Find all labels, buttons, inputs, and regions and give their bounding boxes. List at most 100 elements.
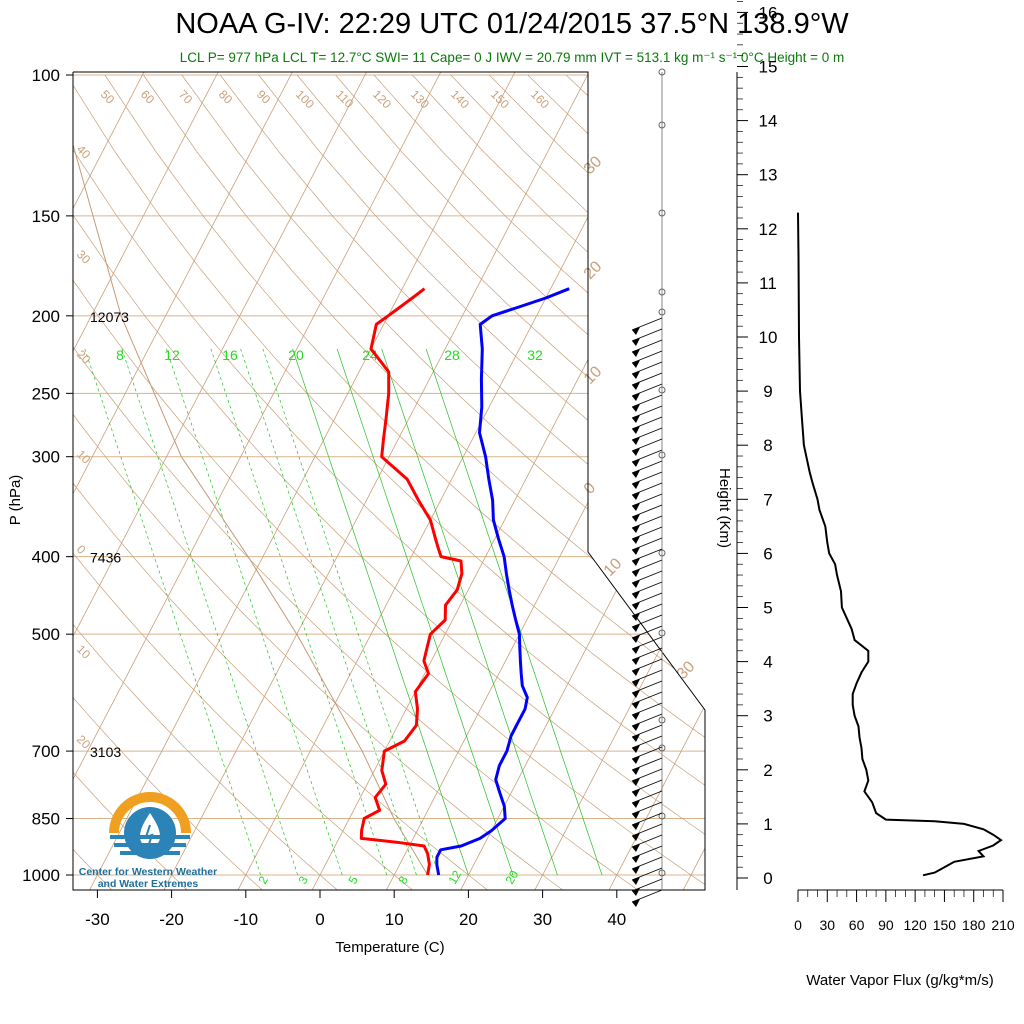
wind-barb-flag xyxy=(632,503,640,511)
flux-y-tick-label: 0 xyxy=(763,869,772,888)
y-tick-label: 700 xyxy=(32,742,60,761)
wind-barb-staff xyxy=(631,438,663,452)
wind-barb-staff xyxy=(631,548,663,562)
wind-barb-staff xyxy=(631,691,663,705)
wind-barb-flag xyxy=(632,327,640,335)
wind-barb-flag xyxy=(632,877,640,885)
adiabat-label: 50 xyxy=(98,87,118,107)
adiabat-label: 80 xyxy=(216,87,236,107)
y-tick-label: 250 xyxy=(32,384,60,403)
height-label: 7436 xyxy=(90,550,121,566)
mixing-ratio-label: 16 xyxy=(222,347,238,363)
wind-barb-staff xyxy=(631,724,663,738)
isotherm-line xyxy=(73,72,301,890)
wind-barb-staff xyxy=(631,801,663,815)
dry-adiabat xyxy=(104,74,705,890)
dry-adiabat xyxy=(73,74,705,890)
wind-barb-flag xyxy=(632,492,640,500)
wind-barb-flag xyxy=(632,723,640,731)
isotherm-line xyxy=(310,72,705,890)
wind-barb-flag xyxy=(632,679,640,687)
wind-barb-flag xyxy=(632,899,640,907)
flux-x-tick-label: 150 xyxy=(933,917,957,933)
wind-barb-staff xyxy=(631,669,663,683)
wind-barb-flag xyxy=(632,811,640,819)
mixing-ratio-label: 28 xyxy=(444,347,460,363)
wind-barb-staff xyxy=(631,625,663,639)
wind-barb-flag xyxy=(632,470,640,478)
wind-barb-flag xyxy=(632,536,640,544)
dewpoint-line xyxy=(435,287,570,876)
wind-barb-staff xyxy=(631,328,663,342)
isotherm-line xyxy=(459,72,705,890)
dry-adiabat xyxy=(488,74,705,890)
wind-barb-staff xyxy=(631,757,663,771)
wind-level-marker xyxy=(658,308,666,316)
wind-barb-staff xyxy=(631,383,663,397)
wind-level-marker xyxy=(658,68,666,76)
wind-barb-flag xyxy=(632,448,640,456)
wind-barb-flag xyxy=(632,635,640,643)
wind-barb-staff xyxy=(631,460,663,474)
mixing-ratio-label-bottom: 20 xyxy=(502,868,521,887)
y-tick-label: 100 xyxy=(32,66,60,85)
mixing-ratio-label: 12 xyxy=(164,347,180,363)
flux-y-tick-label: 12 xyxy=(759,220,778,239)
adiabat-label-left: 30 xyxy=(74,247,94,267)
wind-barb-staff xyxy=(631,713,663,727)
wind-barb-flag xyxy=(632,338,640,346)
flux-y-tick-label: 16 xyxy=(759,3,778,22)
y-tick-label: 400 xyxy=(32,548,60,567)
temperature-line xyxy=(359,287,464,876)
isotherm-line xyxy=(73,72,375,890)
isotherm-line xyxy=(607,72,705,890)
wind-barb-flag xyxy=(632,767,640,775)
x-axis-label: Temperature (C) xyxy=(335,939,444,956)
wind-barb-staff xyxy=(631,526,663,540)
wind-barb-flag xyxy=(632,701,640,709)
cw3e-logo xyxy=(109,792,191,859)
wind-barb-staff xyxy=(631,812,663,826)
adiabat-label: 130 xyxy=(408,87,432,111)
wind-barb-staff xyxy=(631,746,663,760)
logo-caption: Center for Western Weather and Water Ext… xyxy=(70,866,226,890)
flux-y-tick-label: 3 xyxy=(763,707,772,726)
skewt-profiles xyxy=(359,287,570,876)
wind-barb-staff xyxy=(631,636,663,650)
wind-barb-flag xyxy=(632,481,640,489)
dry-adiabat xyxy=(527,74,705,890)
adiabat-label-right: 0 xyxy=(581,479,599,497)
flux-x-tick-label: 210 xyxy=(991,917,1015,933)
chart-title: NOAA G-IV: 22:29 UTC 01/24/2015 37.5°N 1… xyxy=(175,8,849,40)
wind-barb-flag xyxy=(632,668,640,676)
wind-barb-staff xyxy=(631,592,663,606)
flux-y-tick-label: 14 xyxy=(759,112,778,131)
mixing-ratio-label: 20 xyxy=(288,347,304,363)
wind-barb-flag xyxy=(632,569,640,577)
wind-barb-flag xyxy=(632,371,640,379)
x-tick-label: 40 xyxy=(607,910,626,929)
adiabat-label-left: 20 xyxy=(74,347,94,367)
isotherm-line xyxy=(73,72,449,890)
wind-barb-staff xyxy=(631,867,663,881)
wind-barb-flag xyxy=(632,613,640,621)
wind-barb-flag xyxy=(632,778,640,786)
flux-x-tick-label: 120 xyxy=(903,917,927,933)
dry-adiabat xyxy=(373,74,705,890)
dry-adiabat xyxy=(73,74,641,890)
flux-y-tick-label: 15 xyxy=(759,58,778,77)
flux-x-tick-label: 0 xyxy=(794,917,802,933)
wind-barb-staff xyxy=(631,614,663,628)
wind-barb-flag xyxy=(632,580,640,588)
wind-barb-staff xyxy=(631,493,663,507)
wind-barb-staff xyxy=(631,350,663,364)
wind-barb-staff xyxy=(631,768,663,782)
wind-barb-flag xyxy=(632,822,640,830)
x-tick-label: 0 xyxy=(315,910,324,929)
wind-barb-flag xyxy=(632,360,640,368)
wind-barb-staff xyxy=(631,372,663,386)
adiabat-label: 150 xyxy=(488,87,512,111)
